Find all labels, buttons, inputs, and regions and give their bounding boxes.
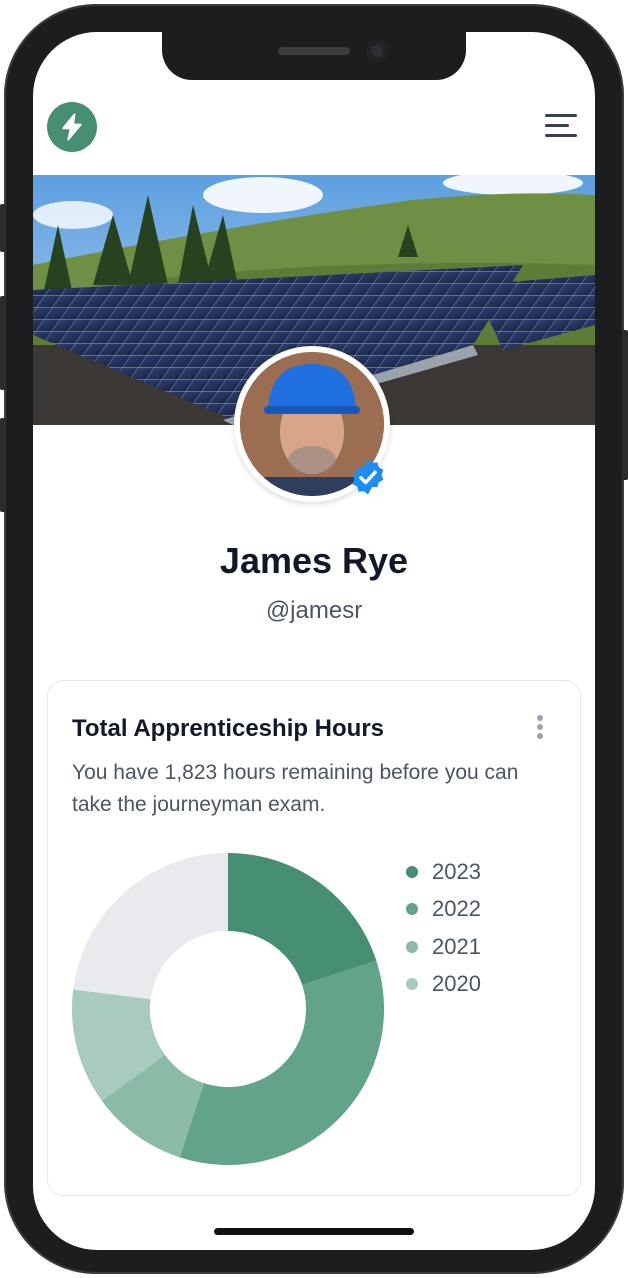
legend-label: 2023 [432,858,481,884]
apprenticeship-hours-card: Total Apprenticeship Hours You have 1,82… [47,680,581,1196]
donut-slice-2021 [101,1054,204,1158]
legend-label: 2022 [432,896,481,922]
legend-item-2020: 2020 [406,966,481,1004]
legend-dot [406,865,418,878]
donut-slice-2022 [179,960,384,1165]
legend-dot [406,903,418,916]
chart-legend: 2023 2022 2021 2020 [406,853,481,1003]
legend-item-2022: 2022 [406,891,481,929]
camera [366,40,388,62]
speaker [278,47,350,55]
legend-item-2023: 2023 [406,853,481,891]
donut-slice-remaining [73,853,229,1000]
screen: James Rye @jamesr Total Apprenticeship H… [33,32,595,1250]
home-indicator[interactable] [214,1228,414,1235]
volume-up-button [0,296,6,390]
donut-slice-2023 [228,853,377,985]
volume-down-button [0,418,6,512]
donut-chart [72,853,384,1165]
verified-badge-icon [349,458,387,496]
legend-item-2021: 2021 [406,928,481,966]
profile-handle: @jamesr [265,597,363,624]
card-description: You have 1,823 hours remaining before yo… [72,761,519,816]
donut-slice-2020 [72,989,165,1101]
kebab-menu-icon[interactable] [528,711,552,743]
legend-label: 2021 [432,933,481,959]
power-button [622,330,628,480]
profile-name: James Rye [219,540,409,581]
mute-switch [0,204,6,252]
card-title: Total Apprenticeship Hours [72,715,385,742]
hamburger-menu-icon[interactable] [545,114,577,138]
lightning-bolt-icon[interactable] [47,102,97,152]
avatar [234,346,390,502]
legend-dot [406,940,418,953]
legend-dot [406,978,418,991]
legend-label: 2020 [432,971,481,997]
notch [162,32,466,80]
